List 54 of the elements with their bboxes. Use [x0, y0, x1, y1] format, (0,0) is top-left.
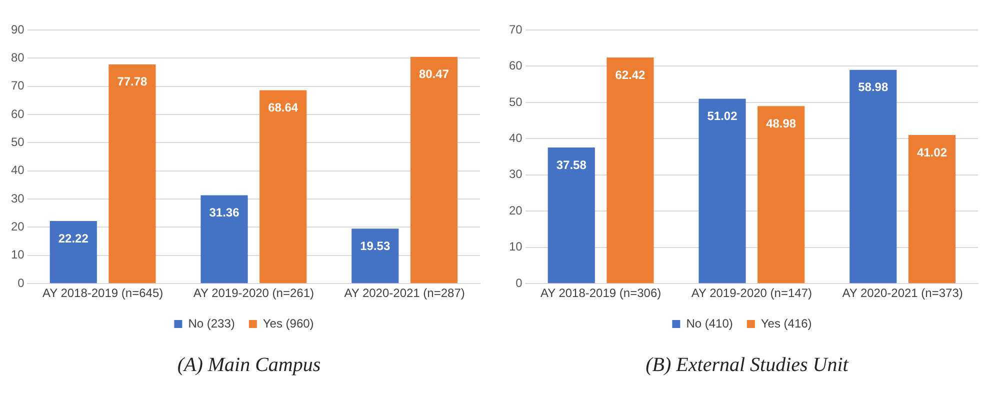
y-tick-label: 40 [10, 163, 25, 178]
bar [50, 220, 97, 284]
data-label: 62.42 [615, 68, 646, 82]
data-label: 68.64 [268, 100, 298, 114]
bar [908, 134, 956, 284]
bar [200, 195, 248, 284]
data-label: 19.53 [360, 238, 390, 253]
y-tick-label: 50 [10, 135, 25, 150]
y-tick-label: 0 [18, 276, 25, 290]
x-tick-label: AY 2018-2019 (n=306) [540, 286, 662, 300]
y-tick-label: 90 [10, 22, 25, 36]
y-tick-label: 70 [508, 22, 523, 36]
bar [352, 228, 399, 284]
y-tick-label: 10 [10, 248, 25, 262]
legend-label: Yes (416) [760, 316, 812, 330]
x-tick-label: AY 2020-2021 (n=287) [344, 286, 465, 300]
y-tick-label: 0 [516, 276, 523, 290]
data-label: 58.98 [858, 80, 888, 94]
legend-label: No (410) [686, 316, 733, 330]
bar [260, 90, 307, 284]
y-tick-label: 80 [10, 50, 25, 64]
x-tick-label: AY 2019-2020 (n=261) [193, 286, 314, 300]
data-label: 37.58 [556, 158, 587, 172]
data-label: 51.02 [707, 109, 738, 124]
y-tick-label: 30 [508, 167, 523, 182]
y-tick-label: 60 [508, 58, 523, 73]
x-tick-label: AY 2018-2019 (n=645) [42, 286, 164, 300]
bar [548, 147, 595, 284]
legend-label: No (233) [188, 316, 235, 330]
y-tick-label: 40 [508, 131, 523, 145]
data-label: 77.78 [117, 74, 148, 89]
y-tick-label: 20 [508, 203, 523, 218]
text: (B) External Studies Unit [644, 354, 850, 377]
bar [758, 106, 805, 284]
bar [698, 98, 746, 284]
y-tick-label: 50 [508, 94, 523, 109]
y-tick-label: 20 [10, 220, 25, 234]
bar [108, 64, 156, 284]
x-tick-label: AY 2020-2021 (n=373) [842, 286, 963, 300]
bar [606, 57, 654, 284]
y-tick-label: 70 [10, 78, 25, 93]
legend-label: Yes (960) [262, 316, 314, 330]
bar [410, 56, 458, 284]
x-tick-label: AY 2019-2020 (n=147) [691, 286, 812, 300]
text: (A) Main Campus [176, 354, 322, 377]
data-label: 41.02 [916, 145, 948, 160]
data-label: 22.22 [58, 231, 89, 246]
data-label: 31.36 [209, 206, 240, 220]
bar [850, 70, 897, 284]
y-tick-label: 10 [508, 240, 523, 254]
data-label: 48.98 [766, 116, 796, 130]
y-tick-label: 60 [10, 106, 25, 121]
data-label: 80.47 [418, 67, 450, 82]
y-tick-label: 30 [10, 191, 25, 206]
